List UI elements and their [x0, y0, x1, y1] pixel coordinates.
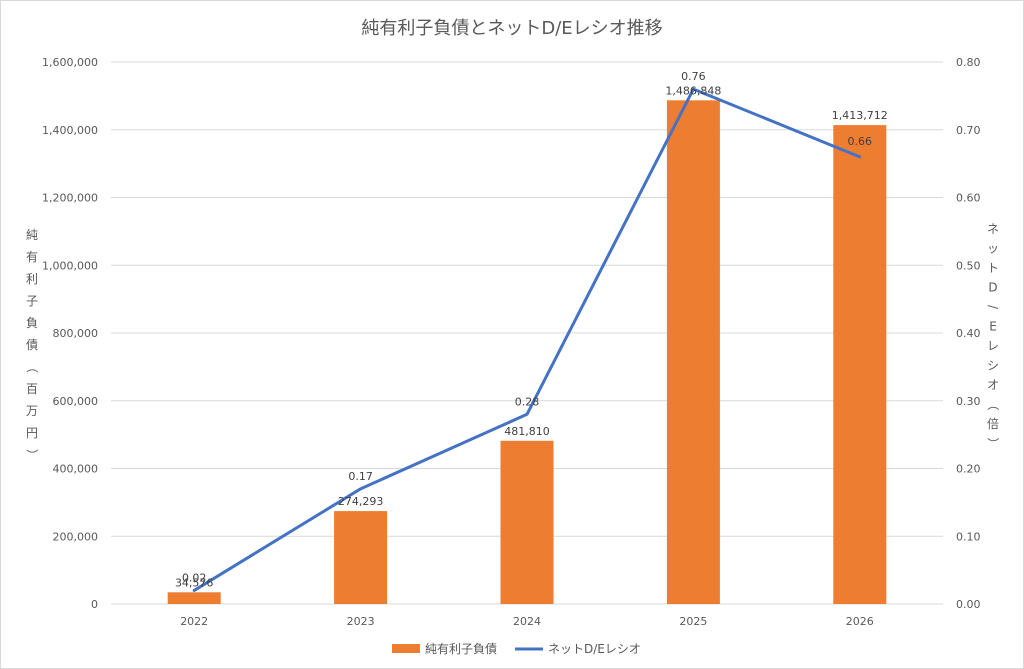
right-tick-label: 0.20: [956, 463, 981, 476]
chart-title: 純有利子負債とネットD/Eレシオ推移: [361, 18, 662, 39]
line-data-labels: 0.02 0.17 0.28 0.76 0.66: [182, 70, 872, 584]
left-axis-ticks: 0 200,000 400,000 600,000 800,000 1,000,000 1,…: [42, 56, 98, 611]
right-axis-title: ネットD / Eレシオ （ 倍 ）: [986, 222, 1000, 450]
left-axis-title-char: 万: [26, 404, 38, 418]
right-tick-label: 0.80: [956, 56, 981, 69]
right-axis-title-char: /: [986, 305, 1000, 310]
left-axis-title-char: 債: [26, 337, 38, 352]
bar-data-label: 274,293: [338, 495, 384, 508]
right-axis-title-char: オ: [987, 378, 999, 392]
right-axis-title-char: （: [986, 398, 1000, 410]
bar-data-label: 1,413,712: [832, 109, 888, 122]
series-line: [192, 87, 862, 592]
right-tick-label: 0.70: [956, 124, 981, 137]
x-tick-label: 2026: [846, 615, 874, 628]
bars-layer: [167, 100, 887, 605]
right-axis-ticks: 0.00 0.10 0.20 0.30 0.40 0.50 0.60 0.70 0.80: [956, 56, 981, 611]
right-axis-title-char: D: [988, 281, 997, 295]
bar-data-label: 481,810: [504, 425, 550, 438]
bar: [334, 511, 388, 604]
right-axis-title-char: E: [989, 320, 997, 334]
left-axis-title-char: 利: [26, 272, 38, 286]
right-tick-label: 0.50: [956, 259, 981, 272]
left-tick-label: 600,000: [53, 395, 99, 408]
legend-bar-swatch: [392, 644, 420, 653]
line-data-label: 0.76: [681, 70, 706, 83]
right-tick-label: 0.60: [956, 192, 981, 205]
right-axis-title-char: 倍: [987, 416, 999, 431]
left-axis-title-char: ）: [25, 449, 39, 461]
right-axis-title-char: ト: [987, 261, 999, 275]
right-tick-label: 0.30: [956, 395, 981, 408]
legend-bar-label: 純有利子負債: [425, 641, 497, 656]
left-tick-label: 1,400,000: [42, 124, 98, 137]
x-tick-label: 2022: [180, 615, 208, 628]
x-tick-label: 2024: [513, 615, 541, 628]
left-axis-title-char: 純: [26, 228, 38, 242]
bar: [833, 125, 887, 605]
left-axis-title-char: 円: [26, 426, 38, 440]
line-data-label: 0.17: [348, 470, 373, 483]
bar-data-label: 1,486,848: [665, 84, 721, 97]
left-tick-label: 1,000,000: [42, 259, 98, 272]
right-axis-title-char: シ: [987, 359, 999, 373]
right-tick-label: 0.10: [956, 530, 981, 543]
right-axis-title-char: ネ: [987, 222, 999, 236]
left-tick-label: 200,000: [53, 530, 99, 543]
right-axis-title-char: レ: [987, 339, 999, 353]
line-data-label: 0.02: [182, 571, 207, 584]
grid-layer: [111, 61, 943, 605]
left-axis-title: 純有利子負債 （ 百万円 ）: [25, 228, 39, 461]
legend-line-label: ネットD/Eレシオ: [548, 642, 641, 656]
line-data-label: 0.66: [848, 135, 873, 148]
line-data-label: 0.28: [515, 395, 540, 408]
bar: [167, 592, 221, 604]
left-axis-title-char: 負: [26, 316, 38, 330]
left-axis-title-char: （: [25, 361, 39, 373]
bar: [500, 440, 554, 604]
left-axis-title-char: 有: [26, 250, 38, 264]
left-axis-title-char: 百: [26, 382, 38, 396]
left-tick-label: 1,600,000: [42, 56, 98, 69]
left-tick-label: 1,200,000: [42, 192, 98, 205]
bar-data-labels: 34,576 274,293 481,810 1,486,848 1,413,712: [175, 84, 888, 589]
x-tick-label: 2025: [679, 615, 707, 628]
bar: [666, 100, 720, 605]
right-tick-label: 0.00: [956, 598, 981, 611]
x-tick-label: 2023: [347, 615, 375, 628]
right-tick-label: 0.40: [956, 327, 981, 340]
left-tick-label: 800,000: [53, 327, 99, 340]
legend: 純有利子負債 ネットD/Eレシオ: [392, 641, 641, 656]
left-axis-title-char: 子: [26, 294, 38, 308]
right-axis-title-char: ッ: [987, 242, 999, 256]
x-axis-ticks: 2022 2023 2024 2025 2026: [180, 615, 874, 628]
line-layer: [192, 87, 862, 592]
left-tick-label: 400,000: [53, 463, 99, 476]
bar-data-label: 34,576: [175, 576, 214, 589]
left-tick-label: 0: [91, 598, 98, 611]
right-axis-title-char: ）: [986, 437, 1000, 449]
